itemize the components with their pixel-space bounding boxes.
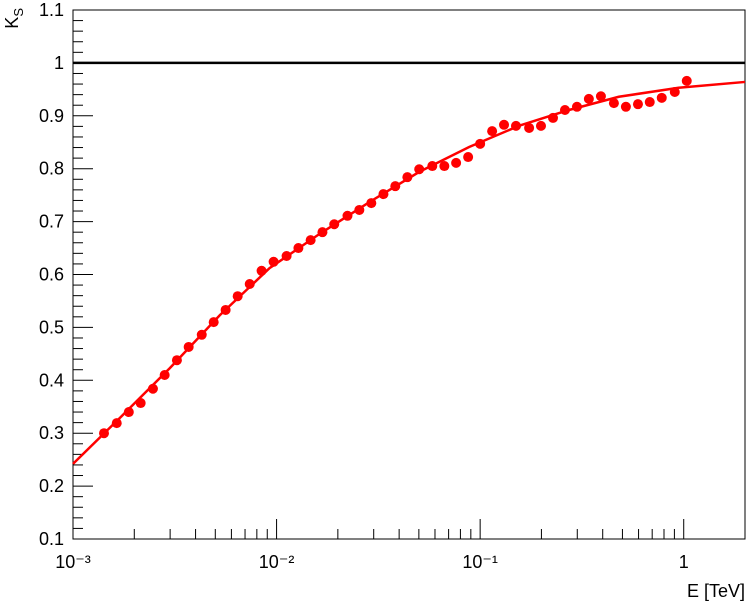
y-tick-label: 0.2	[39, 476, 64, 496]
y-tick-label: 1	[54, 53, 64, 73]
data-point	[656, 92, 667, 103]
x-tick-label: 10⁻²	[259, 552, 295, 572]
data-point	[123, 407, 134, 418]
data-point	[632, 99, 643, 110]
data-point	[244, 279, 255, 290]
x-tick-label: 1	[679, 552, 689, 572]
y-axis-label-main: K	[2, 17, 22, 29]
y-tick-label: 0.4	[39, 370, 64, 390]
data-point	[681, 75, 692, 86]
y-tick-label: 0.1	[39, 529, 64, 549]
data-point	[644, 97, 655, 108]
y-tick-label: 0.6	[39, 265, 64, 285]
y-tick-label: 0.8	[39, 159, 64, 179]
plot-frame	[72, 9, 746, 540]
data-point	[451, 157, 462, 168]
x-tick-label: 10⁻³	[55, 552, 91, 572]
data-point	[232, 291, 243, 302]
y-tick-label: 0.7	[39, 212, 64, 232]
y-tick-label: 0.3	[39, 423, 64, 443]
y-axis-label: KS	[2, 8, 26, 29]
y-tick-label: 0.9	[39, 106, 64, 126]
y-tick-label: 0.5	[39, 317, 64, 337]
data-point	[620, 101, 631, 112]
data-point	[111, 418, 122, 429]
data-point	[535, 120, 546, 131]
x-tick-label: 10⁻¹	[462, 552, 498, 572]
data-point	[524, 122, 535, 133]
data-point	[608, 98, 619, 109]
data-point	[595, 91, 606, 102]
data-point	[439, 161, 450, 172]
data-point	[499, 119, 510, 130]
y-axis-label-sub: S	[11, 8, 26, 17]
data-point	[463, 152, 474, 163]
y-tick-label: 1.1	[39, 0, 64, 20]
x-axis-label: E [TeV]	[687, 581, 745, 601]
fit-curve	[72, 80, 746, 465]
data-point	[583, 93, 594, 104]
data-point	[487, 126, 498, 137]
